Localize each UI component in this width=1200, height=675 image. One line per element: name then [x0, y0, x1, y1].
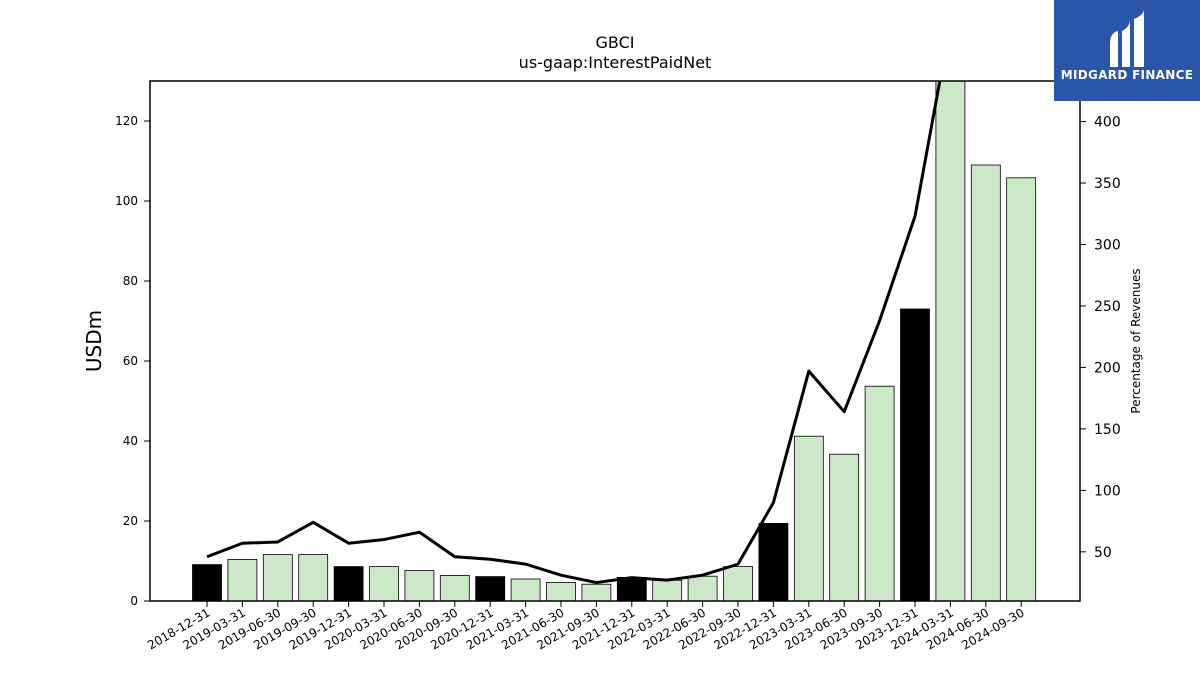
- y2-tick-label: 350: [1094, 176, 1121, 192]
- y2-tick-label: 150: [1094, 422, 1121, 438]
- y-tick-label: 80: [123, 274, 138, 288]
- y-axis-label: USDm: [82, 310, 106, 372]
- brand-logo: MIDGARD FINANCE: [1054, 0, 1200, 101]
- y2-tick-label: 100: [1094, 483, 1121, 499]
- y-tick-label: 40: [123, 434, 138, 448]
- y-tick-label: 0: [130, 594, 138, 608]
- y-axis-left: 0 20 40 60 80 100 120: [115, 114, 150, 608]
- bar: [439, 575, 470, 601]
- y2-axis-label: Percentage of Revenues: [1129, 268, 1143, 413]
- y-tick-label: 120: [115, 114, 138, 128]
- bar: [333, 566, 364, 601]
- percentage-line: [206, 81, 942, 585]
- y2-tick-label: 200: [1094, 360, 1121, 376]
- bar: [298, 554, 329, 601]
- line-series: [206, 81, 942, 585]
- y2-tick-label: 50: [1094, 545, 1112, 561]
- chart-title: GBCI: [596, 33, 635, 52]
- y2-tick-label: 300: [1094, 237, 1121, 253]
- chart-subtitle: us-gaap:InterestPaidNet: [519, 53, 712, 72]
- y-tick-label: 20: [123, 514, 138, 528]
- bar: [546, 582, 576, 601]
- y2-tick-label: 400: [1094, 115, 1121, 131]
- bar: [192, 564, 222, 601]
- bar: [793, 435, 824, 601]
- y2-tick-label: 250: [1094, 299, 1121, 315]
- bar: [369, 566, 399, 601]
- bar: [864, 385, 895, 601]
- logo-mark-icon: [1110, 9, 1144, 67]
- y-tick-label: 60: [123, 354, 138, 368]
- bar: [723, 566, 753, 601]
- x-axis: 2018-12-312019-03-312019-06-302019-09-30…: [145, 601, 1027, 652]
- y-axis-right: 50 100 150 200 250 300 350 400: [1080, 115, 1121, 561]
- bar: [687, 575, 718, 601]
- bar: [900, 308, 930, 601]
- bar: [1006, 177, 1037, 601]
- bar: [970, 164, 1001, 601]
- bar: [935, 81, 966, 601]
- plot-frame: [149, 80, 1081, 602]
- bar: [510, 578, 541, 601]
- bar: [581, 583, 612, 601]
- bar: [616, 577, 647, 601]
- y-tick-label: 100: [115, 194, 138, 208]
- bar: [404, 570, 435, 601]
- bar-series: [192, 81, 1037, 601]
- bar: [262, 554, 293, 601]
- bar: [475, 576, 506, 601]
- brand-name: MIDGARD FINANCE: [1060, 68, 1194, 82]
- bar: [829, 453, 860, 601]
- bar: [758, 523, 789, 601]
- bar: [227, 559, 258, 601]
- bar: [652, 579, 683, 601]
